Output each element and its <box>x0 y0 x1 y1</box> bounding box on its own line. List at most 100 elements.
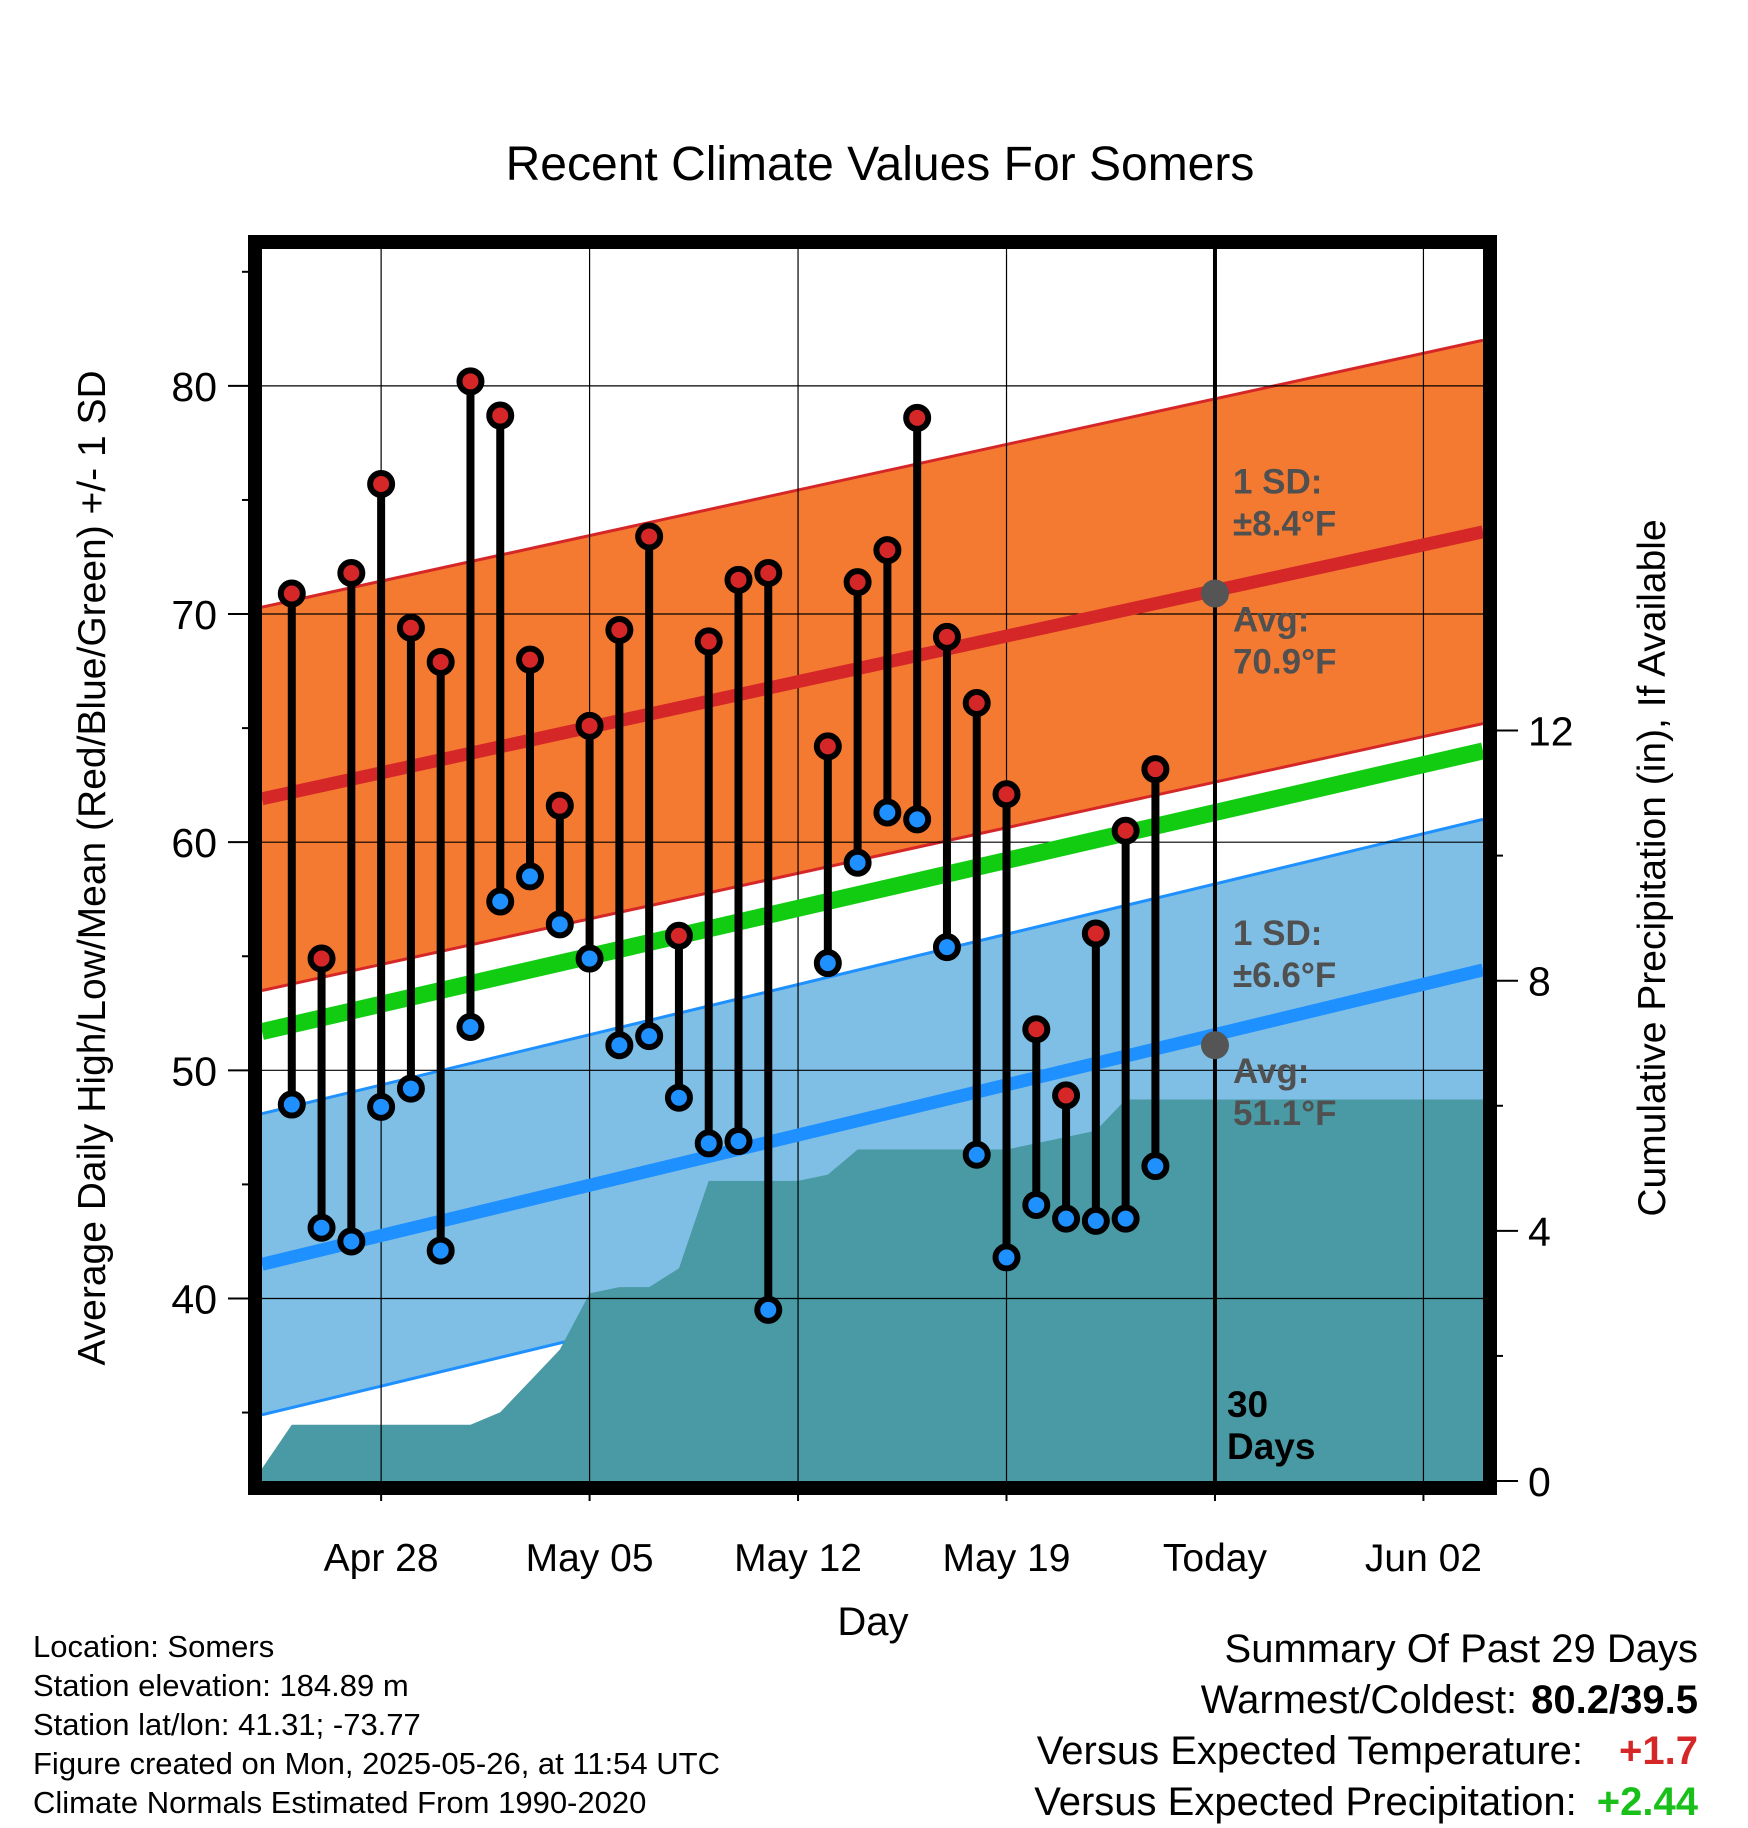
elevation-text: Station elevation: 184.89 m <box>33 1668 409 1703</box>
x-tick-label: May 12 <box>734 1537 862 1580</box>
low-point <box>605 1031 634 1060</box>
high-point <box>307 944 336 973</box>
high-point <box>1111 816 1140 845</box>
low-point <box>1022 1190 1051 1219</box>
high-point <box>754 558 783 587</box>
low-point <box>754 1295 783 1324</box>
summary-temp-row: Versus Expected Temperature: +1.7 <box>1034 1726 1698 1777</box>
high-point <box>1022 1015 1051 1044</box>
y-axis-label: Average Daily High/Low/Mean (Red/Blue/Gr… <box>71 370 114 1365</box>
warmest-label: Warmest/Coldest: <box>1200 1678 1518 1722</box>
period-label-line2: Days <box>1227 1426 1315 1467</box>
chart-title: Recent Climate Values For Somers <box>506 138 1255 191</box>
temp-label: Versus Expected Temperature: <box>1036 1729 1584 1773</box>
high-point <box>337 558 366 587</box>
summary-panel: Summary Of Past 29 Days Warmest/Coldest:… <box>1034 1624 1698 1828</box>
avg-low-line <box>262 963 1483 1271</box>
x-tick-label: Apr 28 <box>324 1537 439 1580</box>
avg-high-line <box>262 525 1483 806</box>
low-point <box>456 1012 485 1041</box>
low-point <box>1081 1206 1110 1235</box>
low-point <box>396 1074 425 1103</box>
plot-area <box>262 249 1483 1481</box>
high-point <box>664 921 693 950</box>
high-point <box>932 622 961 651</box>
low-point <box>1141 1152 1170 1181</box>
location-text: Location: Somers <box>33 1629 275 1664</box>
y2-tick-label: 4 <box>1528 1209 1551 1255</box>
high-sd-label: 1 SD: <box>1233 463 1322 502</box>
low-point <box>903 805 932 834</box>
high-point <box>1081 919 1110 948</box>
low-point <box>307 1213 336 1242</box>
high-point <box>575 711 604 740</box>
low-point <box>992 1243 1021 1272</box>
high-point <box>605 616 634 645</box>
station-info: Location: Somers Station elevation: 184.… <box>33 1627 720 1822</box>
high-sd-value: ±8.4°F <box>1233 505 1336 544</box>
precip-value: +2.44 <box>1596 1780 1698 1824</box>
high-point <box>1052 1081 1081 1110</box>
chart-axes: Apr 28 May 05 May 12 May 19 Today Jun 02 4 0 50 6… <box>171 235 1574 1580</box>
low-point <box>486 887 515 916</box>
high-point <box>694 627 723 656</box>
avg-low-marker <box>1200 1031 1229 1060</box>
normals-text: Climate Normals Estimated From 1990-2020 <box>33 1785 647 1820</box>
low-point <box>932 933 961 962</box>
period-label-line1: 30 <box>1227 1384 1268 1425</box>
x-tick-label: Today <box>1163 1537 1268 1580</box>
high-point <box>903 403 932 432</box>
high-avg-label: Avg: <box>1233 601 1309 640</box>
low-point <box>962 1140 991 1169</box>
low-point <box>813 949 842 978</box>
summary-warmest-row: Warmest/Coldest: 80.2/39.5 <box>1034 1675 1698 1726</box>
low-point <box>724 1127 753 1156</box>
temp-value: +1.7 <box>1619 1729 1698 1773</box>
x-tick-label: Jun 02 <box>1365 1537 1482 1580</box>
low-point <box>1052 1204 1081 1233</box>
high-point <box>277 579 306 608</box>
y-tick-label: 70 <box>171 592 217 638</box>
high-point <box>635 522 664 551</box>
x-tick-label: May 19 <box>943 1537 1071 1580</box>
chart-labels: Day Average Daily High/Low/Mean (Red/Blu… <box>71 370 1674 1644</box>
high-point <box>545 791 574 820</box>
y-tick-label: 80 <box>171 364 217 410</box>
low-point <box>516 862 545 891</box>
low-point <box>694 1129 723 1158</box>
y-tick-label: 50 <box>171 1048 217 1094</box>
low-point <box>635 1022 664 1051</box>
x-axis-label: Day <box>837 1600 908 1644</box>
high-point <box>813 732 842 761</box>
created-text: Figure created on Mon, 2025-05-26, at 11… <box>33 1746 720 1781</box>
high-point <box>724 565 753 594</box>
plot-frame <box>248 235 1497 1495</box>
summary-title: Summary Of Past 29 Days <box>1224 1627 1698 1671</box>
low-avg-label: Avg: <box>1233 1052 1309 1091</box>
low-point <box>426 1236 455 1265</box>
low-sd-upper-line <box>262 817 1483 1116</box>
low-point <box>367 1092 396 1121</box>
precip-label: Versus Expected Precipitation: <box>1034 1780 1577 1824</box>
low-sd-label: 1 SD: <box>1233 914 1322 953</box>
low-point <box>1111 1204 1140 1233</box>
high-sd-upper-line <box>262 338 1483 609</box>
low-point <box>545 910 574 939</box>
y2-tick-label: 0 <box>1528 1459 1551 1505</box>
low-point <box>873 798 902 827</box>
high-point <box>456 367 485 396</box>
low-sd-value: ±6.6°F <box>1233 956 1336 995</box>
high-point <box>843 568 872 597</box>
high-sd-lower-line <box>262 722 1483 992</box>
x-tick-label: May 05 <box>526 1537 654 1580</box>
y-tick-label: 60 <box>171 820 217 866</box>
low-point <box>337 1227 366 1256</box>
high-point <box>367 469 396 498</box>
warmest-value: 80.2/39.5 <box>1531 1678 1698 1722</box>
y2-axis-label: Cumulative Precipitation (in), If Availa… <box>1631 519 1674 1216</box>
high-point <box>962 689 991 718</box>
high-point <box>486 401 515 430</box>
precip-area <box>262 1099 1483 1481</box>
